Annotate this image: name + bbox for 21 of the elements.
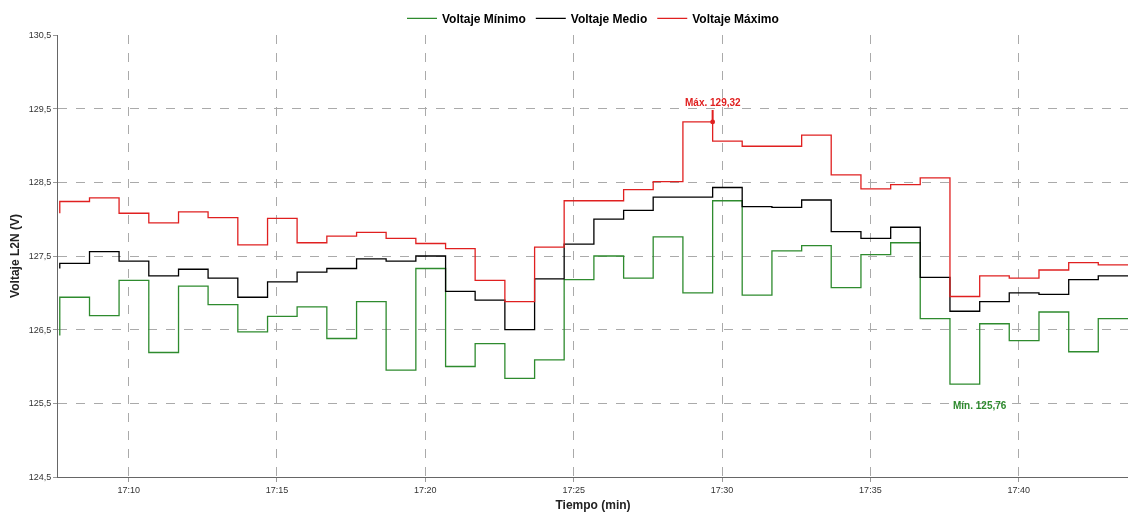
x-tick-label: 17:25 bbox=[562, 484, 586, 495]
y-tick-label: 128,5 bbox=[28, 177, 52, 188]
x-tick-label: 17:35 bbox=[859, 484, 882, 495]
legend-label: Voltaje Máximo bbox=[692, 11, 779, 26]
x-tick-label: 17:40 bbox=[1007, 484, 1031, 495]
x-tick-label: 17:20 bbox=[414, 484, 437, 495]
y-tick-label: 130,5 bbox=[28, 30, 52, 41]
y-tick-label: 124,5 bbox=[28, 472, 52, 483]
legend-label: Voltaje Mínimo bbox=[442, 11, 526, 26]
annotation: Máx. 129,32 bbox=[685, 97, 742, 108]
y-tick-label: 126,5 bbox=[28, 324, 52, 335]
y-tick-label: 129,5 bbox=[28, 103, 52, 114]
x-tick-label: 17:30 bbox=[710, 484, 734, 495]
x-tick-label: 17:15 bbox=[265, 484, 289, 495]
y-axis-title: Voltaje L2N (V) bbox=[7, 214, 22, 298]
y-tick-label: 127,5 bbox=[28, 251, 52, 262]
annotation: Mín. 125,76 bbox=[953, 400, 1007, 411]
y-tick-label: 125,5 bbox=[28, 398, 52, 409]
x-tick-label: 17:10 bbox=[117, 484, 140, 495]
x-axis-title: Tiempo (min) bbox=[555, 497, 631, 512]
legend-label: Voltaje Medio bbox=[570, 11, 648, 26]
